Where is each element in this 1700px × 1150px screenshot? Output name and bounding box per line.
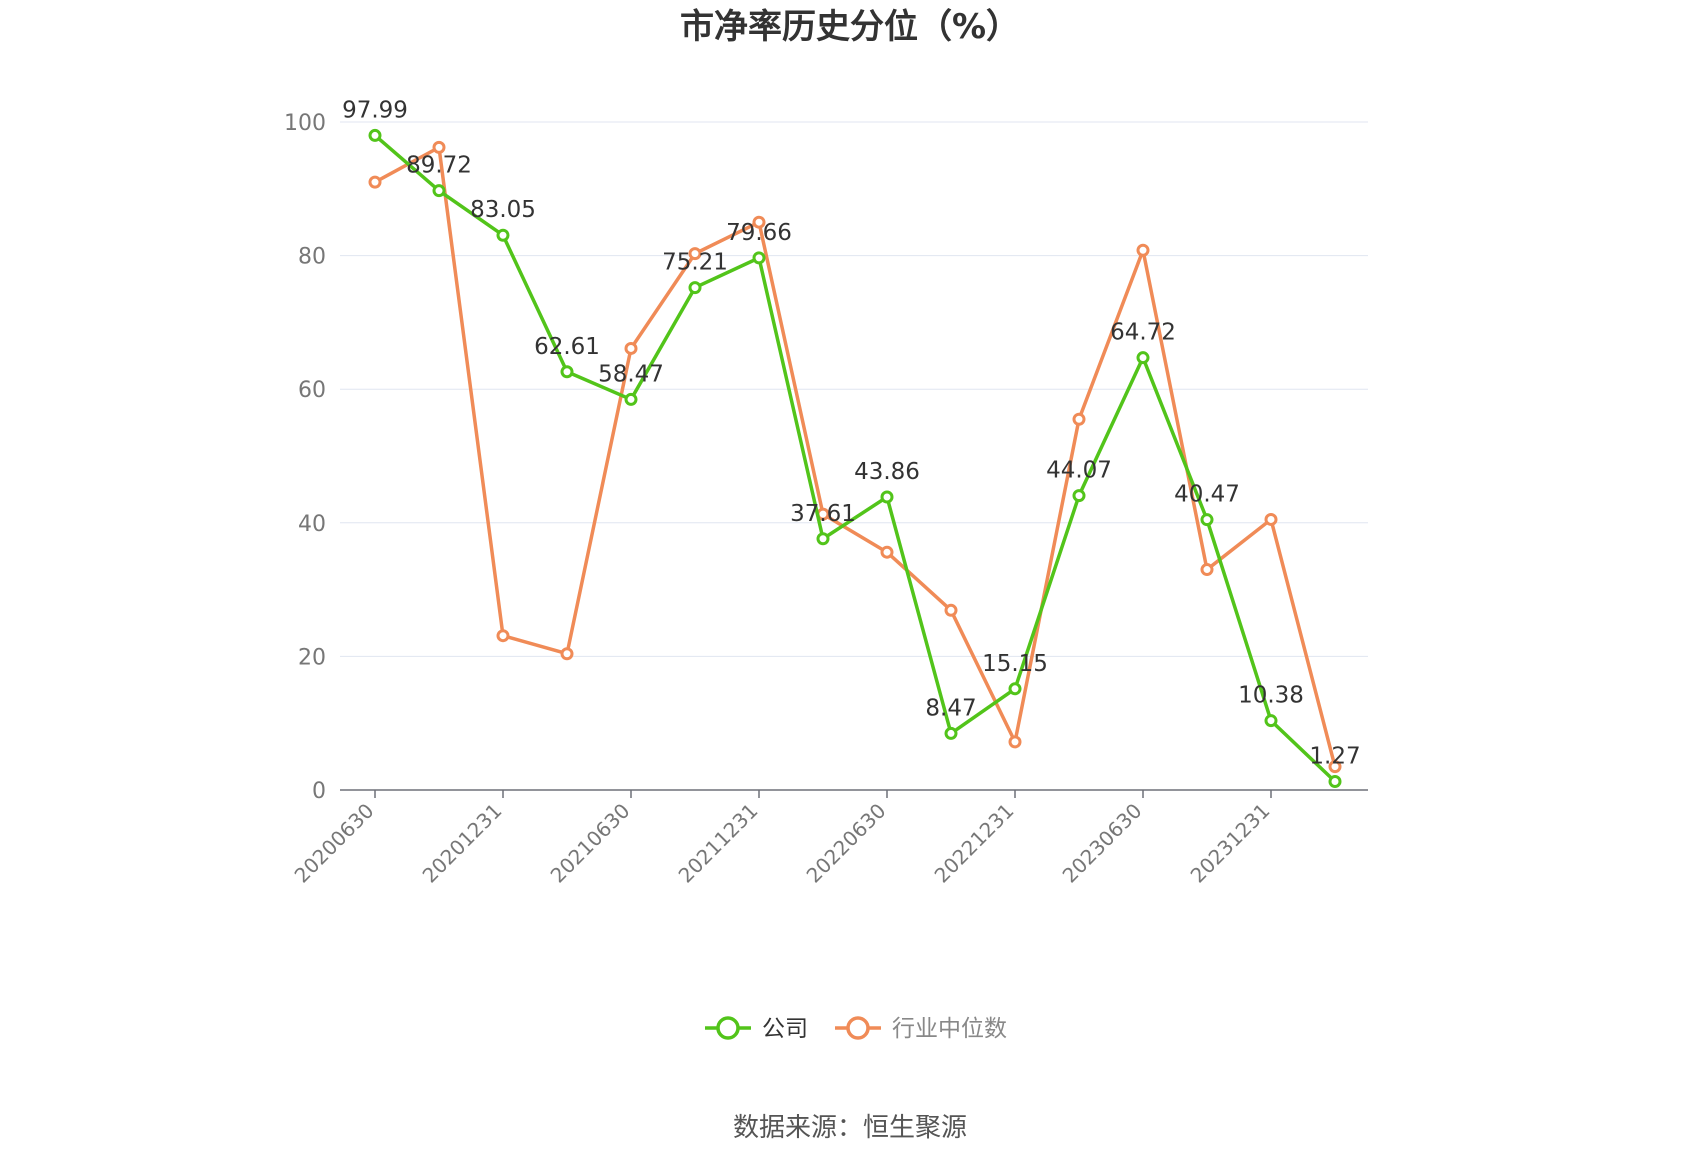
x-tick-label: 20201231 xyxy=(418,799,507,888)
series-1-point[interactable] xyxy=(1200,563,1214,577)
data-label: 64.72 xyxy=(1110,320,1176,346)
x-tick-label: 20230630 xyxy=(1058,799,1147,888)
series-1-point[interactable] xyxy=(368,175,382,189)
x-tick-label: 20210630 xyxy=(546,799,635,888)
series-0-point[interactable] xyxy=(1264,714,1278,728)
legend-swatch-marker xyxy=(846,1016,870,1040)
series-line-0 xyxy=(373,134,1337,783)
data-label: 8.47 xyxy=(925,695,976,721)
series-1-point[interactable] xyxy=(1264,512,1278,526)
series-0-point[interactable] xyxy=(368,128,382,142)
x-tick-label: 20200630 xyxy=(290,799,379,888)
data-label: 58.47 xyxy=(598,361,664,387)
data-label: 83.05 xyxy=(470,197,536,223)
y-tick-label: 0 xyxy=(312,779,326,804)
series-1-point[interactable] xyxy=(944,603,958,617)
series-0-point[interactable] xyxy=(432,184,446,198)
series-0-point[interactable] xyxy=(688,281,702,295)
data-label: 75.21 xyxy=(662,250,728,276)
series-1-point[interactable] xyxy=(1008,735,1022,749)
data-label: 10.38 xyxy=(1238,683,1304,709)
series-1-point[interactable] xyxy=(1072,412,1086,426)
legend-swatch-marker xyxy=(716,1016,740,1040)
x-tick-label: 20220630 xyxy=(802,799,891,888)
y-tick-label: 100 xyxy=(284,111,326,136)
data-label: 97.99 xyxy=(342,97,408,123)
series-0-point[interactable] xyxy=(1200,513,1214,527)
series-layer xyxy=(368,128,1342,789)
series-0-point[interactable] xyxy=(816,532,830,546)
y-tick-label: 40 xyxy=(298,512,326,537)
series-1-point[interactable] xyxy=(752,215,766,229)
series-0-point[interactable] xyxy=(1136,351,1150,365)
data-label: 79.66 xyxy=(726,220,792,246)
legend[interactable]: 公司 行业中位数 xyxy=(705,1016,1007,1042)
series-0-point[interactable] xyxy=(1008,682,1022,696)
series-0-point[interactable] xyxy=(880,490,894,504)
legend-item-0[interactable]: 公司 xyxy=(705,1016,808,1042)
series-0-point[interactable] xyxy=(1328,775,1342,789)
data-label: 62.61 xyxy=(534,334,600,360)
series-1-point[interactable] xyxy=(496,629,510,643)
data-label: 89.72 xyxy=(406,153,472,179)
x-tick-label: 20231231 xyxy=(1186,799,1275,888)
legend-label: 行业中位数 xyxy=(892,1016,1007,1042)
x-tick-label: 20211231 xyxy=(674,799,763,888)
series-0-point[interactable] xyxy=(1072,489,1086,503)
source-text: 数据来源：恒生聚源 xyxy=(733,1113,967,1143)
data-label: 37.61 xyxy=(790,501,856,527)
series-1-point[interactable] xyxy=(560,647,574,661)
series-0-point[interactable] xyxy=(752,251,766,265)
series-1-point[interactable] xyxy=(880,545,894,559)
data-label: 15.15 xyxy=(982,651,1048,677)
series-0-point[interactable] xyxy=(944,726,958,740)
series-0-point[interactable] xyxy=(496,228,510,242)
series-1-point[interactable] xyxy=(624,341,638,355)
x-tick-label: 20221231 xyxy=(930,799,1019,888)
legend-label: 公司 xyxy=(762,1016,808,1042)
legend-item-1[interactable]: 行业中位数 xyxy=(835,1016,1007,1042)
chart-title: 市净率历史分位（%） xyxy=(680,7,1020,47)
series-0-point[interactable] xyxy=(624,392,638,406)
series-1-point[interactable] xyxy=(1328,760,1342,774)
y-tick-label: 20 xyxy=(298,645,326,670)
series-line-1 xyxy=(374,145,1337,768)
series-0-point[interactable] xyxy=(560,365,574,379)
y-tick-label: 80 xyxy=(298,245,326,270)
data-label: 43.86 xyxy=(854,459,920,485)
data-label: 1.27 xyxy=(1309,744,1360,770)
series-1-point[interactable] xyxy=(432,140,446,154)
series-1-point[interactable] xyxy=(1136,243,1150,257)
data-label: 44.07 xyxy=(1046,458,1112,484)
series-1-point[interactable] xyxy=(688,247,702,261)
y-tick-label: 60 xyxy=(298,378,326,403)
data-label: 40.47 xyxy=(1174,482,1240,508)
